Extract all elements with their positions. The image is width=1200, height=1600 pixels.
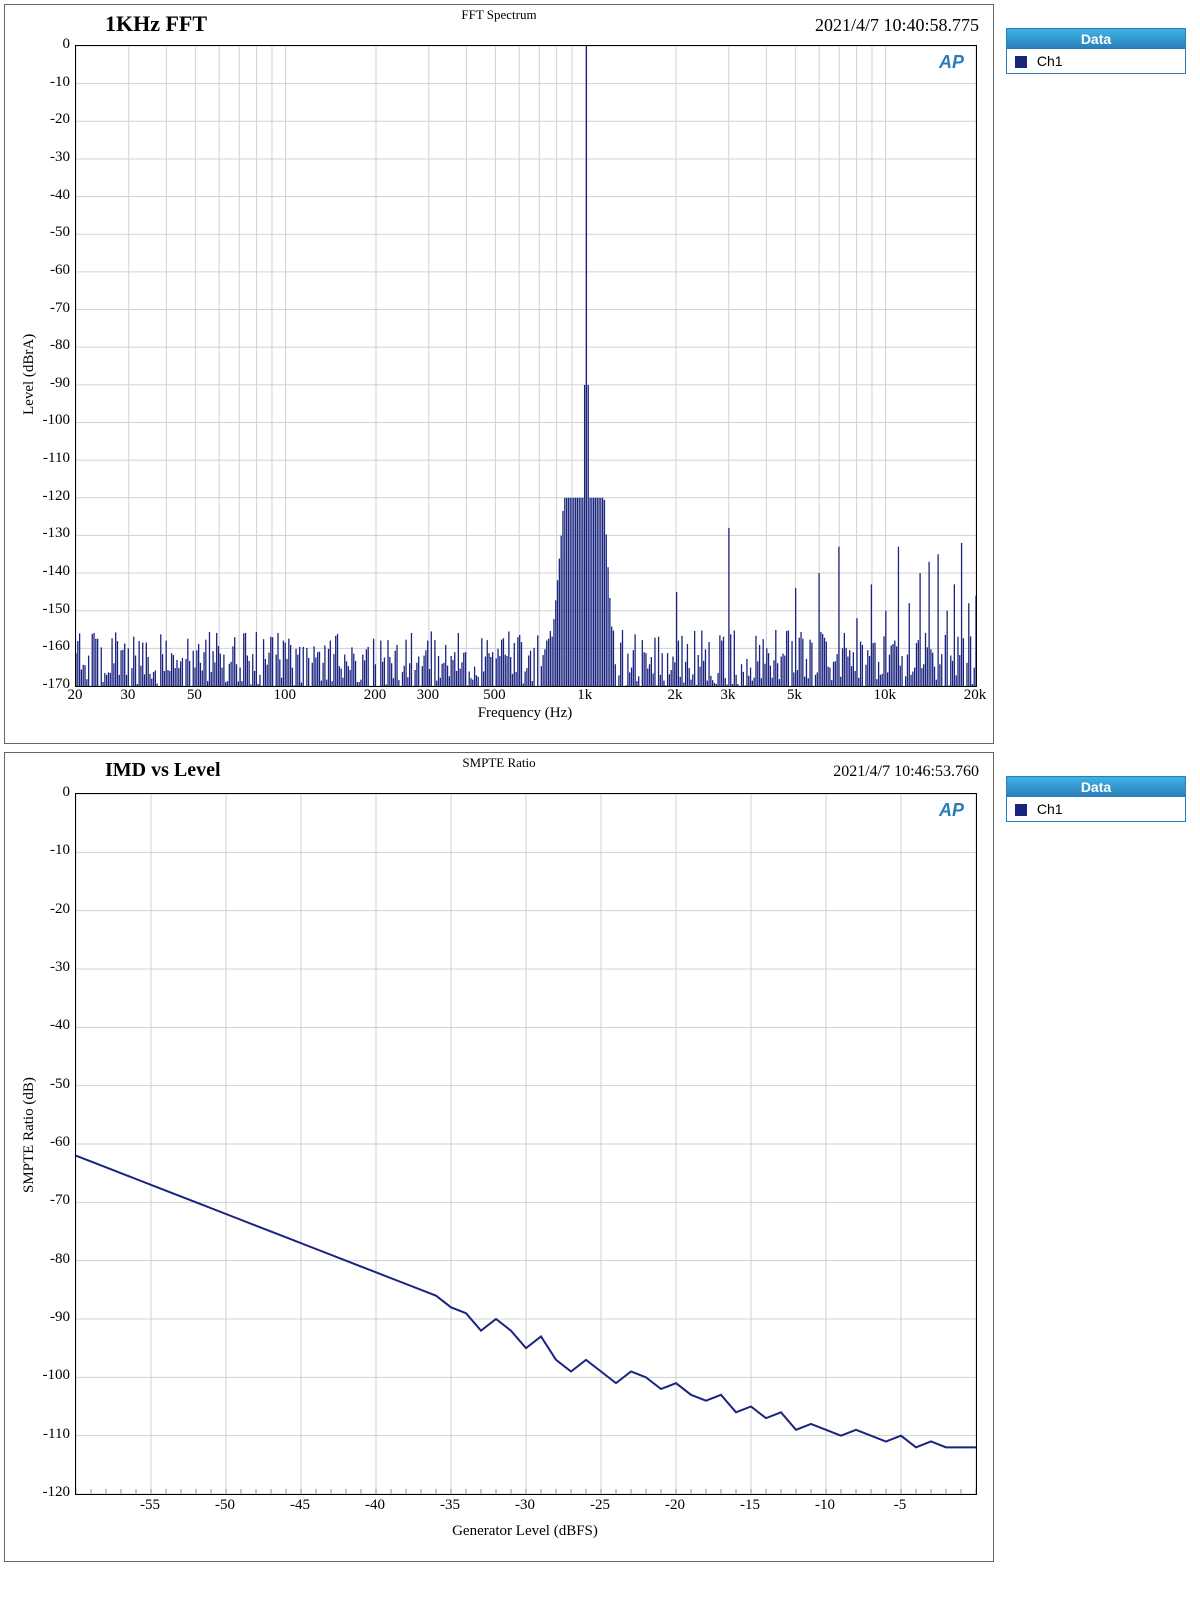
ytick: -120 xyxy=(20,1484,70,1501)
ytick: -130 xyxy=(20,525,70,542)
ytick: -50 xyxy=(20,224,70,241)
ytick: -80 xyxy=(20,337,70,354)
xtick: 200 xyxy=(364,687,387,704)
xtick: 50 xyxy=(187,687,202,704)
xtick: 1k xyxy=(577,687,592,704)
ytick: -90 xyxy=(20,375,70,392)
legend-item-label: Ch1 xyxy=(1037,53,1063,69)
ytick: -140 xyxy=(20,563,70,580)
xtick: -5 xyxy=(894,1497,907,1514)
fft-spectrum-panel: FFT Spectrum 1KHz FFT 2021/4/7 10:40:58.… xyxy=(4,4,994,744)
ytick: -90 xyxy=(20,1309,70,1326)
legend-swatch-icon xyxy=(1015,804,1027,816)
xtick: 5k xyxy=(787,687,802,704)
ytick: -20 xyxy=(20,111,70,128)
chart2-plot-area[interactable]: AP xyxy=(75,793,977,1495)
xtick: 2k xyxy=(668,687,683,704)
chart2-legend: Data Ch1 xyxy=(1006,776,1186,822)
legend-swatch-icon xyxy=(1015,56,1027,68)
ytick: -50 xyxy=(20,1076,70,1093)
ytick: -70 xyxy=(20,1192,70,1209)
xtick: -25 xyxy=(590,1497,610,1514)
xtick: 500 xyxy=(483,687,506,704)
ytick: -20 xyxy=(20,901,70,918)
smpte-ratio-panel: SMPTE Ratio IMD vs Level 2021/4/7 10:46:… xyxy=(4,752,994,1562)
xtick: -55 xyxy=(140,1497,160,1514)
ytick: -30 xyxy=(20,959,70,976)
chart2-title: IMD vs Level xyxy=(105,759,221,782)
ytick: -120 xyxy=(20,488,70,505)
ytick: -110 xyxy=(20,1426,70,1443)
ytick: 0 xyxy=(20,784,70,801)
chart1-plot-area[interactable]: AP xyxy=(75,45,977,687)
ytick: -150 xyxy=(20,601,70,618)
ytick: 0 xyxy=(20,36,70,53)
chart1-xlabel: Frequency (Hz) xyxy=(75,705,975,722)
xtick: 100 xyxy=(273,687,296,704)
ytick: -30 xyxy=(20,149,70,166)
ytick: -170 xyxy=(20,676,70,693)
ytick: -100 xyxy=(20,412,70,429)
ap-logo-icon: AP xyxy=(933,798,970,823)
legend-header: Data xyxy=(1007,29,1185,49)
chart2-timestamp: 2021/4/7 10:46:53.760 xyxy=(833,763,979,781)
chart1-timestamp: 2021/4/7 10:40:58.775 xyxy=(815,15,979,36)
xtick: -20 xyxy=(665,1497,685,1514)
xtick: -35 xyxy=(440,1497,460,1514)
xtick: -40 xyxy=(365,1497,385,1514)
ytick: -70 xyxy=(20,300,70,317)
ytick: -110 xyxy=(20,450,70,467)
legend-header: Data xyxy=(1007,777,1185,797)
chart1-legend: Data Ch1 xyxy=(1006,28,1186,74)
ytick: -100 xyxy=(20,1367,70,1384)
xtick: -45 xyxy=(290,1497,310,1514)
xtick: 20 xyxy=(68,687,83,704)
xtick: 3k xyxy=(720,687,735,704)
xtick: -10 xyxy=(815,1497,835,1514)
ap-logo-icon: AP xyxy=(933,50,970,75)
legend-item-label: Ch1 xyxy=(1037,801,1063,817)
chart2-xlabel: Generator Level (dBFS) xyxy=(75,1523,975,1540)
ytick: -80 xyxy=(20,1251,70,1268)
xtick: -50 xyxy=(215,1497,235,1514)
ytick: -60 xyxy=(20,1134,70,1151)
xtick: 10k xyxy=(873,687,896,704)
ytick: -10 xyxy=(20,74,70,91)
xtick: 300 xyxy=(417,687,440,704)
ytick: -60 xyxy=(20,262,70,279)
xtick: -30 xyxy=(515,1497,535,1514)
ytick: -160 xyxy=(20,638,70,655)
xtick: 20k xyxy=(964,687,987,704)
xtick: -15 xyxy=(740,1497,760,1514)
ytick: -40 xyxy=(20,187,70,204)
ytick: -40 xyxy=(20,1017,70,1034)
chart1-title: 1KHz FFT xyxy=(105,11,207,37)
ytick: -10 xyxy=(20,842,70,859)
xtick: 30 xyxy=(120,687,135,704)
